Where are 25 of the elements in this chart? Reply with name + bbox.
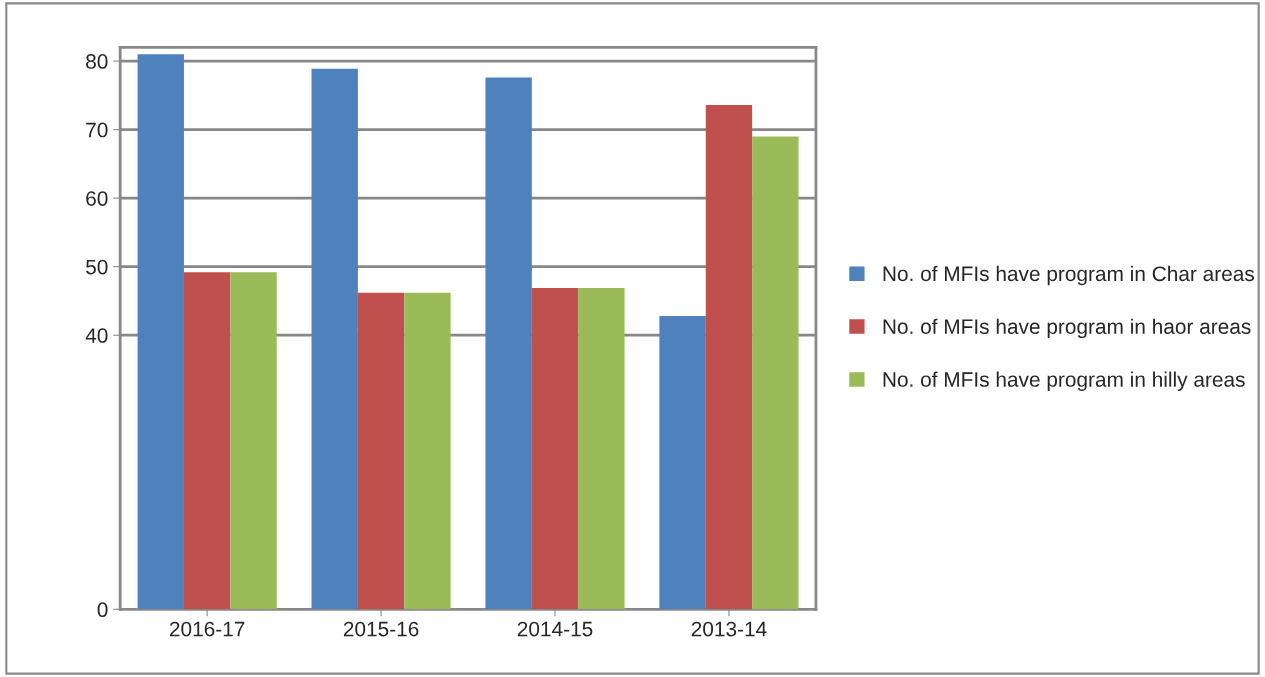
bar <box>404 292 451 610</box>
legend-label: No. of MFIs have program in haor areas <box>883 318 1251 339</box>
y-tick-label: 40 <box>85 328 108 343</box>
bar <box>357 292 405 610</box>
legend-label: No. of MFIs have program in Char areas <box>883 265 1254 286</box>
bar <box>705 104 753 610</box>
bar <box>752 136 799 610</box>
bar <box>578 287 625 610</box>
x-tick-label: 2016-17 <box>169 621 245 637</box>
bar <box>230 272 277 610</box>
bar <box>311 68 358 610</box>
y-tick-label: 80 <box>86 54 108 69</box>
y-tick-label: 60 <box>86 191 108 206</box>
x-tick-label: 2014-15 <box>517 621 593 637</box>
bar <box>183 272 231 610</box>
bar <box>659 316 706 610</box>
x-tick-label: 2013-14 <box>691 621 767 637</box>
x-tick-label: 2015-16 <box>343 621 419 637</box>
y-tick-label: 0 <box>97 602 108 618</box>
bar <box>485 77 532 610</box>
bar <box>137 54 184 610</box>
bar <box>531 287 579 610</box>
y-tick-label: 70 <box>86 122 108 138</box>
y-tick-label: 50 <box>86 259 108 275</box>
legend-label: No. of MFIs have program in hilly areas <box>883 371 1245 391</box>
